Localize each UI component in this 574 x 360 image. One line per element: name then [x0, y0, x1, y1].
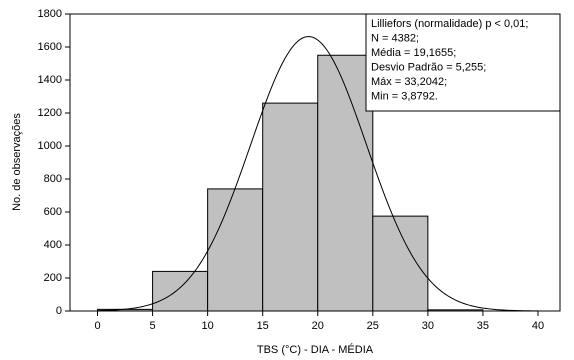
y-tick-label: 400: [44, 239, 62, 251]
y-tick-label: 0: [56, 305, 62, 317]
y-tick-label: 1400: [38, 74, 62, 86]
y-tick-label: 1000: [38, 140, 62, 152]
y-tick-label: 800: [44, 173, 62, 185]
annotation-line: N = 4382;: [371, 32, 419, 44]
y-axis-label: No. de observações: [11, 113, 23, 211]
annotation-line: Máx = 33,2042;: [371, 76, 447, 88]
x-tick-label: 25: [367, 320, 379, 332]
annotation-box: [365, 13, 561, 112]
annotation-line: Min = 3,8792.: [371, 90, 438, 102]
x-tick-label: 35: [477, 320, 489, 332]
x-tick-label: 5: [150, 320, 156, 332]
x-tick-label: 20: [312, 320, 324, 332]
x-tick-label: 0: [94, 320, 100, 332]
bar: [427, 309, 484, 312]
y-tick-label: 1200: [38, 107, 62, 119]
x-tick-label: 30: [422, 320, 434, 332]
x-tick-label: 10: [202, 320, 214, 332]
y-tick-label: 1800: [38, 8, 62, 20]
annotation-line: Lilliefors (normalidade) p < 0,01;: [371, 18, 528, 30]
x-tick-label: 40: [532, 320, 544, 332]
normal-curve: [97, 36, 538, 312]
bar: [262, 102, 319, 312]
bar: [317, 54, 374, 312]
y-tick-label: 200: [44, 272, 62, 284]
y-tick-label: 1600: [38, 41, 62, 53]
bar: [207, 188, 264, 312]
bar: [372, 215, 429, 312]
x-tick-label: 15: [257, 320, 269, 332]
annotation-line: Média = 19,1655;: [371, 47, 456, 59]
y-tick-label: 600: [44, 206, 62, 218]
annotation-line: Desvio Padrão = 5,255;: [371, 61, 486, 73]
x-axis-label: TBS (°C) - DIA - MÉDIA: [257, 343, 374, 356]
bar: [152, 270, 209, 312]
